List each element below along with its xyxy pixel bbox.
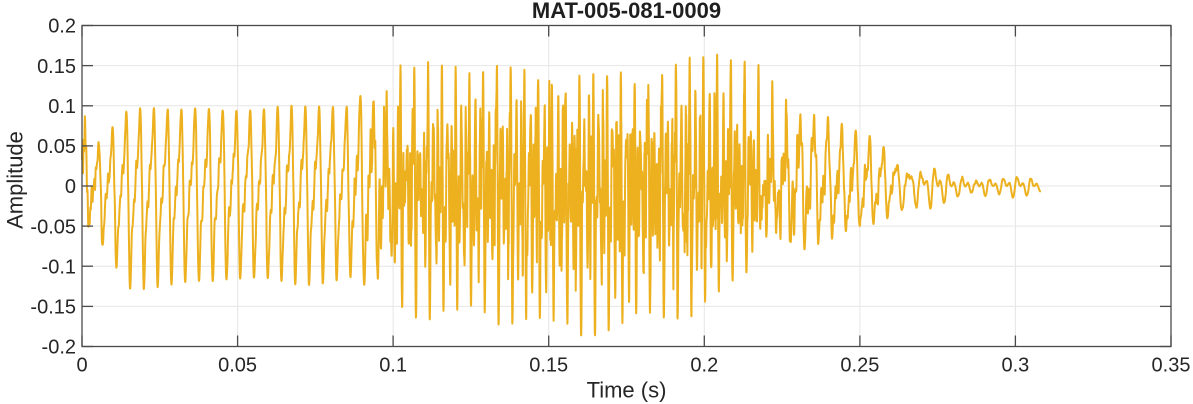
svg-text:0.05: 0.05: [37, 136, 76, 158]
svg-text:0.05: 0.05: [218, 355, 257, 377]
svg-text:-0.2: -0.2: [42, 337, 76, 359]
svg-text:0: 0: [65, 176, 76, 198]
svg-text:0.1: 0.1: [379, 355, 407, 377]
svg-text:0.35: 0.35: [1152, 355, 1191, 377]
svg-text:0.25: 0.25: [840, 355, 879, 377]
svg-text:0.2: 0.2: [48, 16, 76, 38]
svg-text:0.2: 0.2: [690, 355, 718, 377]
svg-text:Amplitude: Amplitude: [3, 131, 28, 229]
svg-text:-0.1: -0.1: [42, 256, 76, 278]
svg-text:-0.15: -0.15: [30, 297, 76, 319]
svg-text:0.1: 0.1: [48, 96, 76, 118]
svg-text:-0.05: -0.05: [30, 216, 76, 238]
svg-text:0.15: 0.15: [529, 355, 568, 377]
svg-text:Time (s): Time (s): [587, 378, 667, 403]
svg-text:0: 0: [76, 355, 87, 377]
svg-text:MAT-005-081-0009: MAT-005-081-0009: [532, 0, 721, 23]
svg-text:0.3: 0.3: [1001, 355, 1029, 377]
svg-text:0.15: 0.15: [37, 56, 76, 78]
